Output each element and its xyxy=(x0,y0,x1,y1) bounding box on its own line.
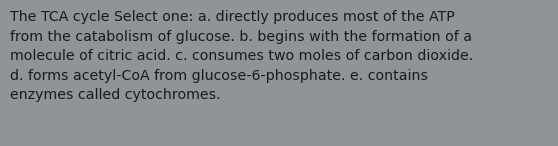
Text: The TCA cycle Select one: a. directly produces most of the ATP
from the cataboli: The TCA cycle Select one: a. directly pr… xyxy=(10,10,473,102)
